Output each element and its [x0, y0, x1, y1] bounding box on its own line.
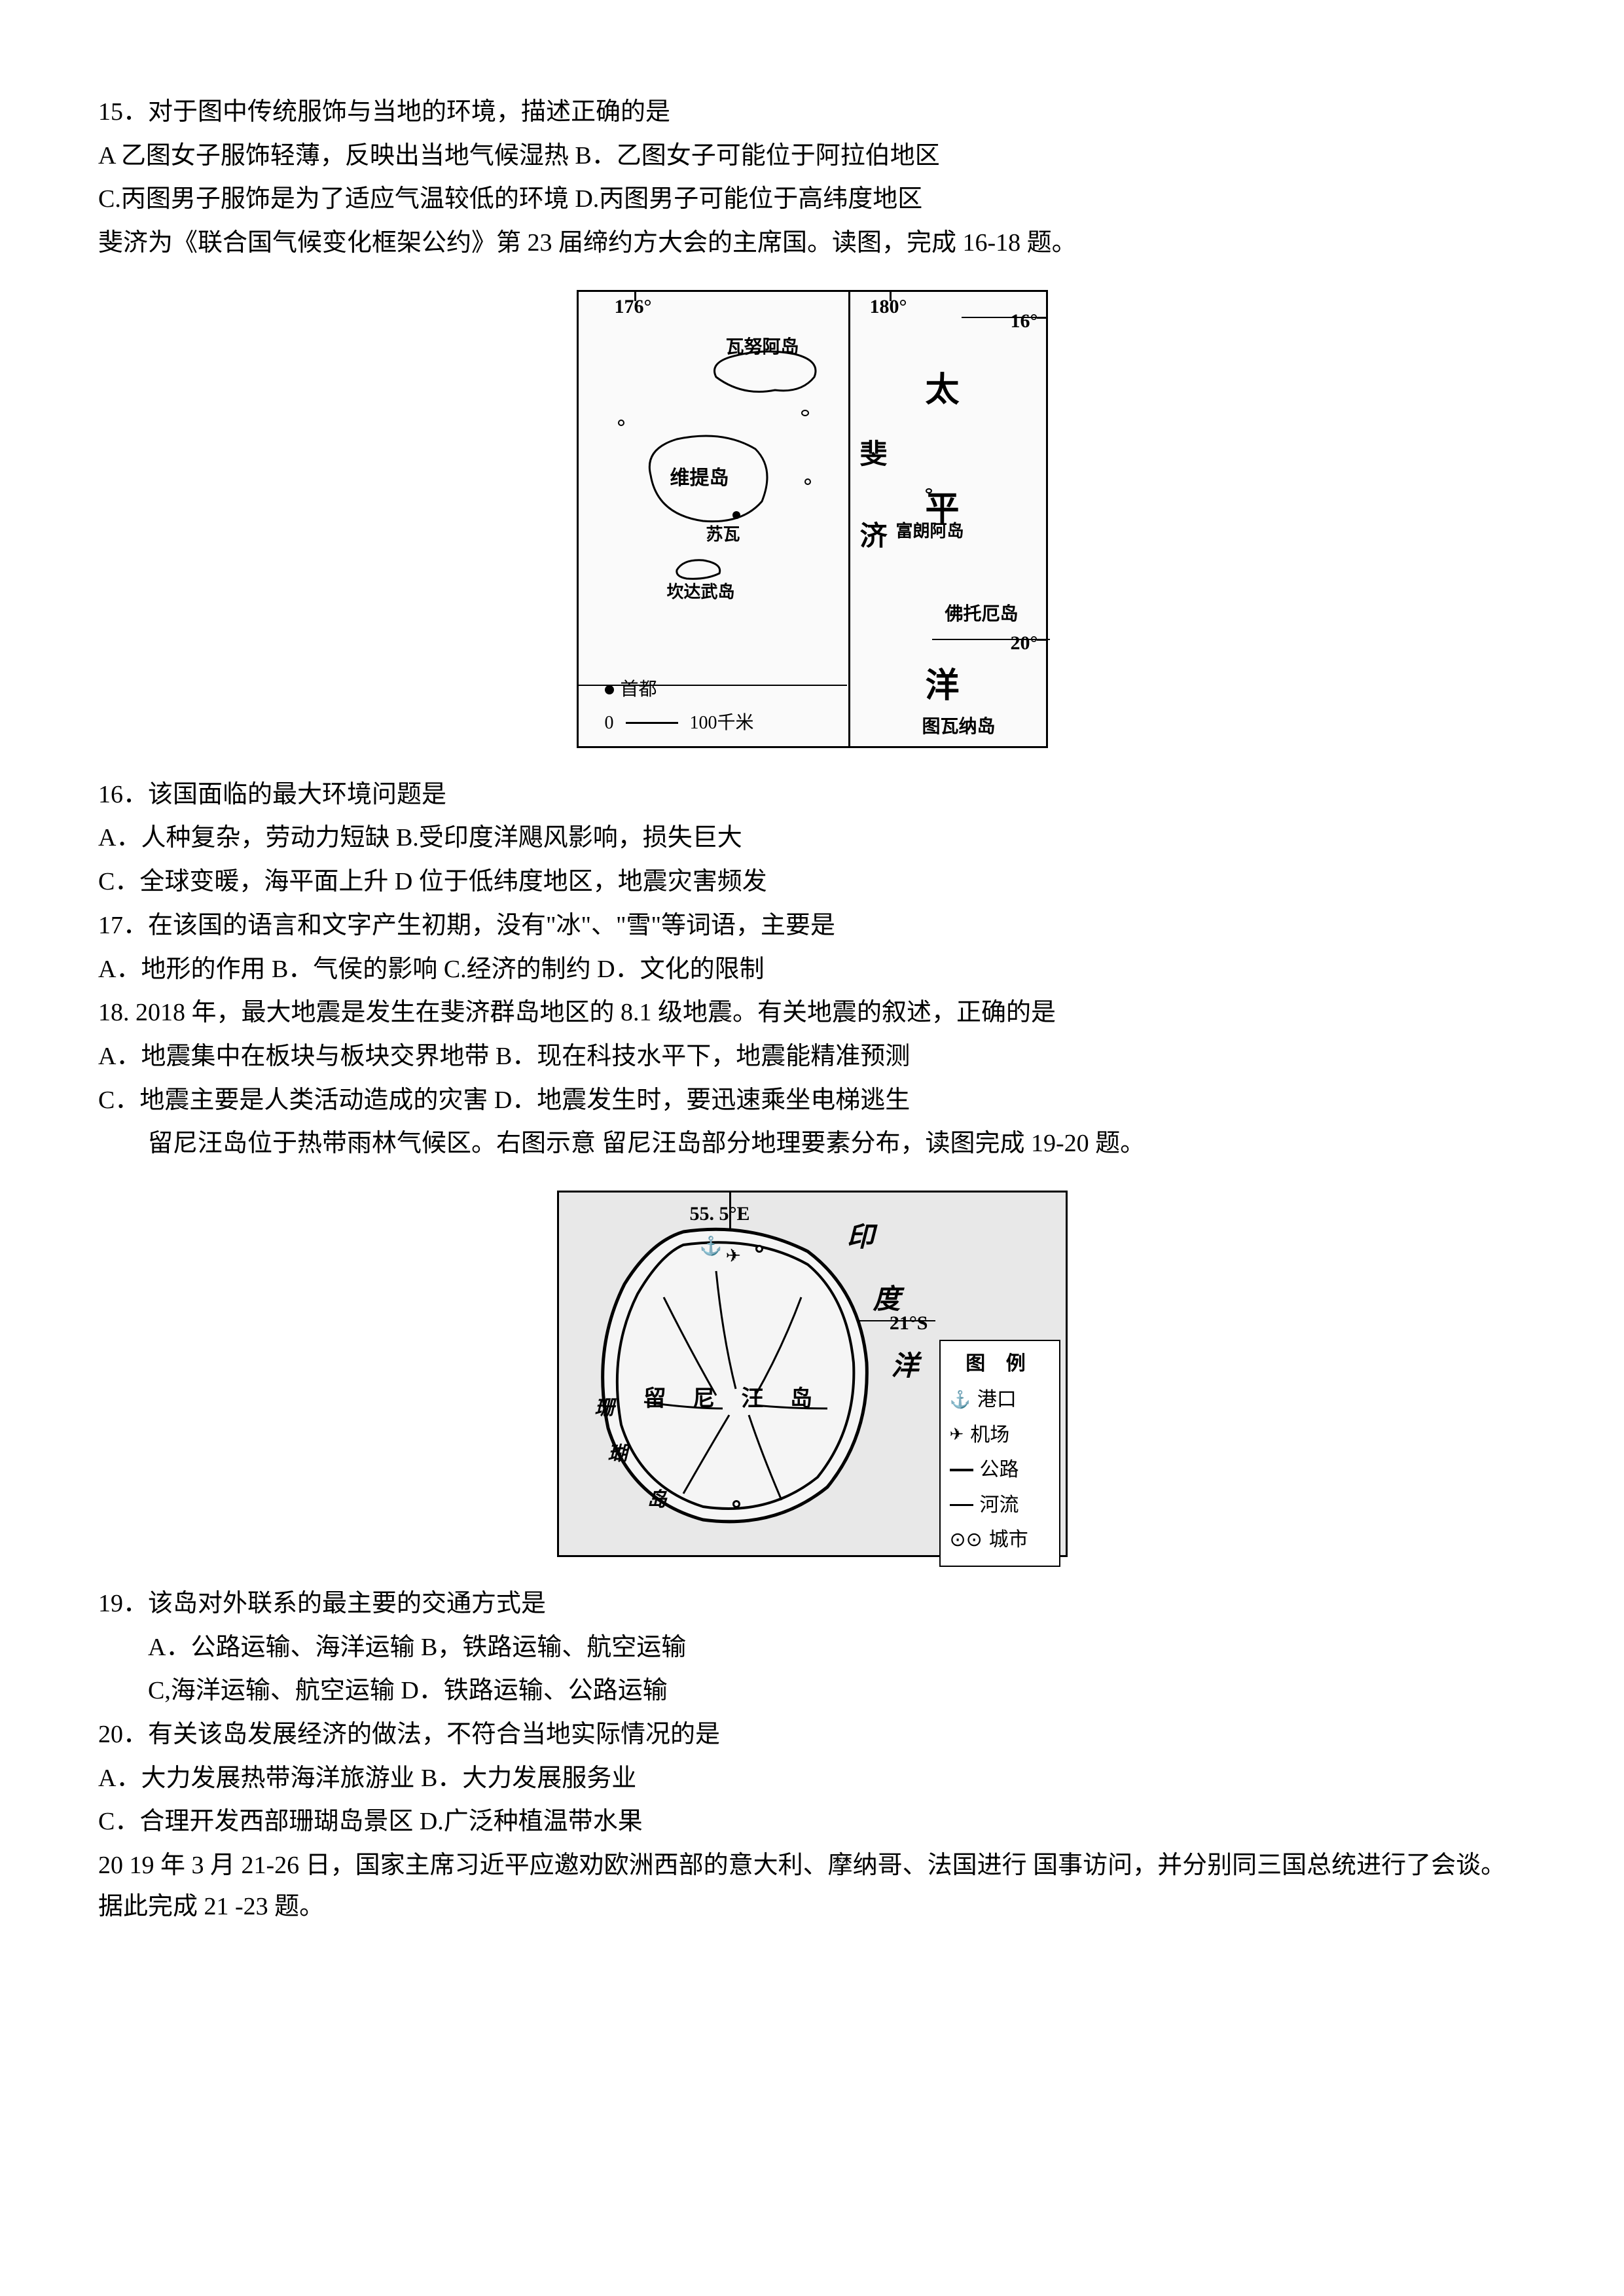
q15-optC: C.丙图男子服饰是为了适应气温较低的环境: [98, 185, 569, 213]
city-dot1: [755, 1245, 763, 1253]
q17-optC: C.经济的制约: [444, 956, 591, 983]
airport-label: 机场: [970, 1419, 1009, 1452]
q16-optD: D 位于低纬度地区，地震灾害频发: [395, 868, 767, 895]
q18-row2: C．地震主要是人类活动造成的灾害 D．地震发生时，要迅速乘坐电梯逃生: [98, 1080, 1526, 1121]
q19-optB: B，铁路运输、航空运输: [421, 1634, 686, 1661]
ocean-fei: 斐: [860, 433, 888, 478]
lat-16: 16°: [1011, 305, 1038, 338]
q15-optB: B．乙图女子可能位于阿拉伯地区: [575, 142, 939, 170]
coral3: 岛: [647, 1484, 667, 1516]
city-label: 城市: [989, 1524, 1028, 1556]
q20-optB: B．大力发展服务业: [421, 1765, 636, 1792]
q20-stem: 20．有关该岛发展经济的做法，不符合当地实际情况的是: [98, 1714, 1526, 1755]
q19-optC: C,海洋运输、航空运输: [148, 1677, 395, 1704]
city-icon: ⊙⊙: [950, 1524, 983, 1556]
capital-icon: [605, 685, 614, 694]
city-dot2: [732, 1500, 740, 1508]
reunion-map: 55. 5°E 21°S 印 度 洋 留 尼 汪 岛 珊 瑚 岛 ⚓: [557, 1191, 1068, 1557]
small-dot2: [801, 410, 809, 416]
q17-row: A．地形的作用 B．气侯的影响 C.经济的制约 D．文化的限制: [98, 949, 1526, 990]
lon-180: 180°: [870, 291, 907, 323]
europe-intro: 20 19 年 3 月 21-26 日，国家主席习近平应邀劝欧洲西部的意大利、摩…: [98, 1845, 1526, 1927]
q16-row2: C．全球变暖，海平面上升 D 位于低纬度地区，地震灾害频发: [98, 861, 1526, 903]
q16-optB: B.受印度洋飓风影响，损失巨大: [396, 824, 742, 852]
q15-row2: C.丙图男子服饰是为了适应气温较低的环境 D.丙图男子可能位于高纬度地区: [98, 179, 1526, 220]
coral1: 珊: [595, 1392, 615, 1425]
ocean-tai: 太: [926, 363, 960, 419]
fiji-legend: 首都 0 100千米: [605, 672, 754, 740]
scale-bar: [626, 722, 678, 724]
fotuo-label: 佛托厄岛: [945, 600, 1019, 630]
reunion-map-container: 55. 5°E 21°S 印 度 洋 留 尼 汪 岛 珊 瑚 岛 ⚓: [98, 1191, 1526, 1557]
port-label: 港口: [977, 1384, 1017, 1416]
ocean-yang: 洋: [926, 658, 960, 715]
lat-20: 20°: [1011, 627, 1038, 660]
airport-icon: ✈: [950, 1421, 964, 1449]
q17-optB: B．气侯的影响: [272, 956, 437, 983]
kadavu-label: 坎达武岛: [667, 579, 735, 607]
q20-optA: A．大力发展热带海洋旅游业: [98, 1765, 414, 1792]
q18-row1: A．地震集中在板块与板块交界地带 B．现在科技水平下，地震能精准预测: [98, 1036, 1526, 1077]
viti-label: 维提岛: [670, 462, 729, 495]
port-icon: ⚓: [950, 1386, 971, 1414]
reunion-island: [585, 1219, 899, 1539]
q20-row1: A．大力发展热带海洋旅游业 B．大力发展服务业: [98, 1758, 1526, 1799]
q19-optD: D．铁路运输、公路运输: [401, 1677, 667, 1704]
reunion-legend: 图 例 ⚓港口 ✈机场 公路 河流 ⊙⊙城市: [939, 1340, 1060, 1567]
q19-stem: 19．该岛对外联系的最主要的交通方式是: [98, 1583, 1526, 1624]
q19-row1: A．公路运输、海洋运输 B，铁路运输、航空运输: [98, 1627, 1526, 1668]
q20-optC: C．合理开发西部珊瑚岛景区: [98, 1808, 413, 1835]
small-dot4: [926, 488, 932, 493]
fiji-vline: [848, 292, 850, 746]
road-icon: [950, 1469, 973, 1471]
q17-stem: 17．在该国的语言和文字产生初期，没有"冰"、"雪"等词语，主要是: [98, 905, 1526, 946]
q19-optA: A．公路运输、海洋运输: [148, 1634, 414, 1661]
tuwana-label: 图瓦纳岛: [922, 712, 996, 742]
lon-176: 176°: [615, 291, 652, 323]
q17-optD: D．文化的限制: [597, 956, 764, 983]
river-icon: [950, 1504, 973, 1506]
q15-optD: D.丙图男子可能位于高纬度地区: [575, 185, 922, 213]
road-label: 公路: [980, 1454, 1019, 1486]
scale-100: 100千米: [690, 708, 754, 738]
river-label: 河流: [980, 1489, 1019, 1522]
q16-optA: A．人种复杂，劳动力短缺: [98, 824, 389, 852]
q18-optB: B．现在科技水平下，地震能精准预测: [496, 1043, 910, 1070]
q15-optA: A 乙图女子服饰轻薄，反映出当地气候湿热: [98, 142, 569, 170]
q16-optC: C．全球变暖，海平面上升: [98, 868, 388, 895]
q18-stem: 18. 2018 年，最大地震是发生在斐济群岛地区的 8.1 级地震。有关地震的…: [98, 992, 1526, 1033]
fiji-map-container: 176° 180° 16° 20° 太 斐 济 平 洋 瓦努阿岛 维提岛 苏瓦: [98, 290, 1526, 748]
suva-label: 苏瓦: [706, 521, 740, 549]
q18-optA: A．地震集中在板块与板块交界地带: [98, 1043, 489, 1070]
q19-row2: C,海洋运输、航空运输 D．铁路运输、公路运输: [98, 1670, 1526, 1712]
vanua-label: 瓦努阿岛: [726, 332, 799, 363]
q15-row1: A 乙图女子服饰轻薄，反映出当地气候湿热 B．乙图女子可能位于阿拉伯地区: [98, 135, 1526, 177]
fulang-label: 富朗阿岛: [896, 518, 964, 546]
fiji-map: 176° 180° 16° 20° 太 斐 济 平 洋 瓦努阿岛 维提岛 苏瓦: [577, 290, 1048, 748]
q16-row1: A．人种复杂，劳动力短缺 B.受印度洋飓风影响，损失巨大: [98, 817, 1526, 859]
q18-optC: C．地震主要是人类活动造成的灾害: [98, 1086, 488, 1114]
ocean-ji: 济: [860, 514, 888, 560]
small-dot1: [618, 420, 624, 426]
q17-optA: A．地形的作用: [98, 956, 265, 983]
legend-title: 图 例: [950, 1348, 1050, 1380]
coral2: 瑚: [608, 1438, 628, 1471]
q20-optD: D.广泛种植温带水果: [420, 1808, 643, 1835]
scale-0: 0: [605, 708, 614, 738]
q18-optD: D．地震发生时，要迅速乘坐电梯逃生: [494, 1086, 910, 1114]
port-icon-map: ⚓: [700, 1232, 723, 1262]
small-dot3: [804, 478, 811, 485]
reunion-name: 留 尼 汪 岛: [644, 1381, 823, 1418]
reunion-intro: 留尼汪岛位于热带雨林气候区。右图示意 留尼汪岛部分地理要素分布，读图完成 19-…: [98, 1123, 1526, 1164]
airport-icon-map: ✈: [726, 1242, 741, 1272]
fiji-intro: 斐济为《联合国气候变化框架公约》第 23 届缔约方大会的主席国。读图，完成 16…: [98, 223, 1526, 264]
q15-stem: 15．对于图中传统服饰与当地的环境，描述正确的是: [98, 92, 1526, 133]
q16-stem: 16．该国面临的最大环境问题是: [98, 774, 1526, 816]
suva-dot: [732, 511, 740, 519]
q20-row2: C．合理开发西部珊瑚岛景区 D.广泛种植温带水果: [98, 1801, 1526, 1842]
capital-label: 首都: [621, 675, 657, 705]
